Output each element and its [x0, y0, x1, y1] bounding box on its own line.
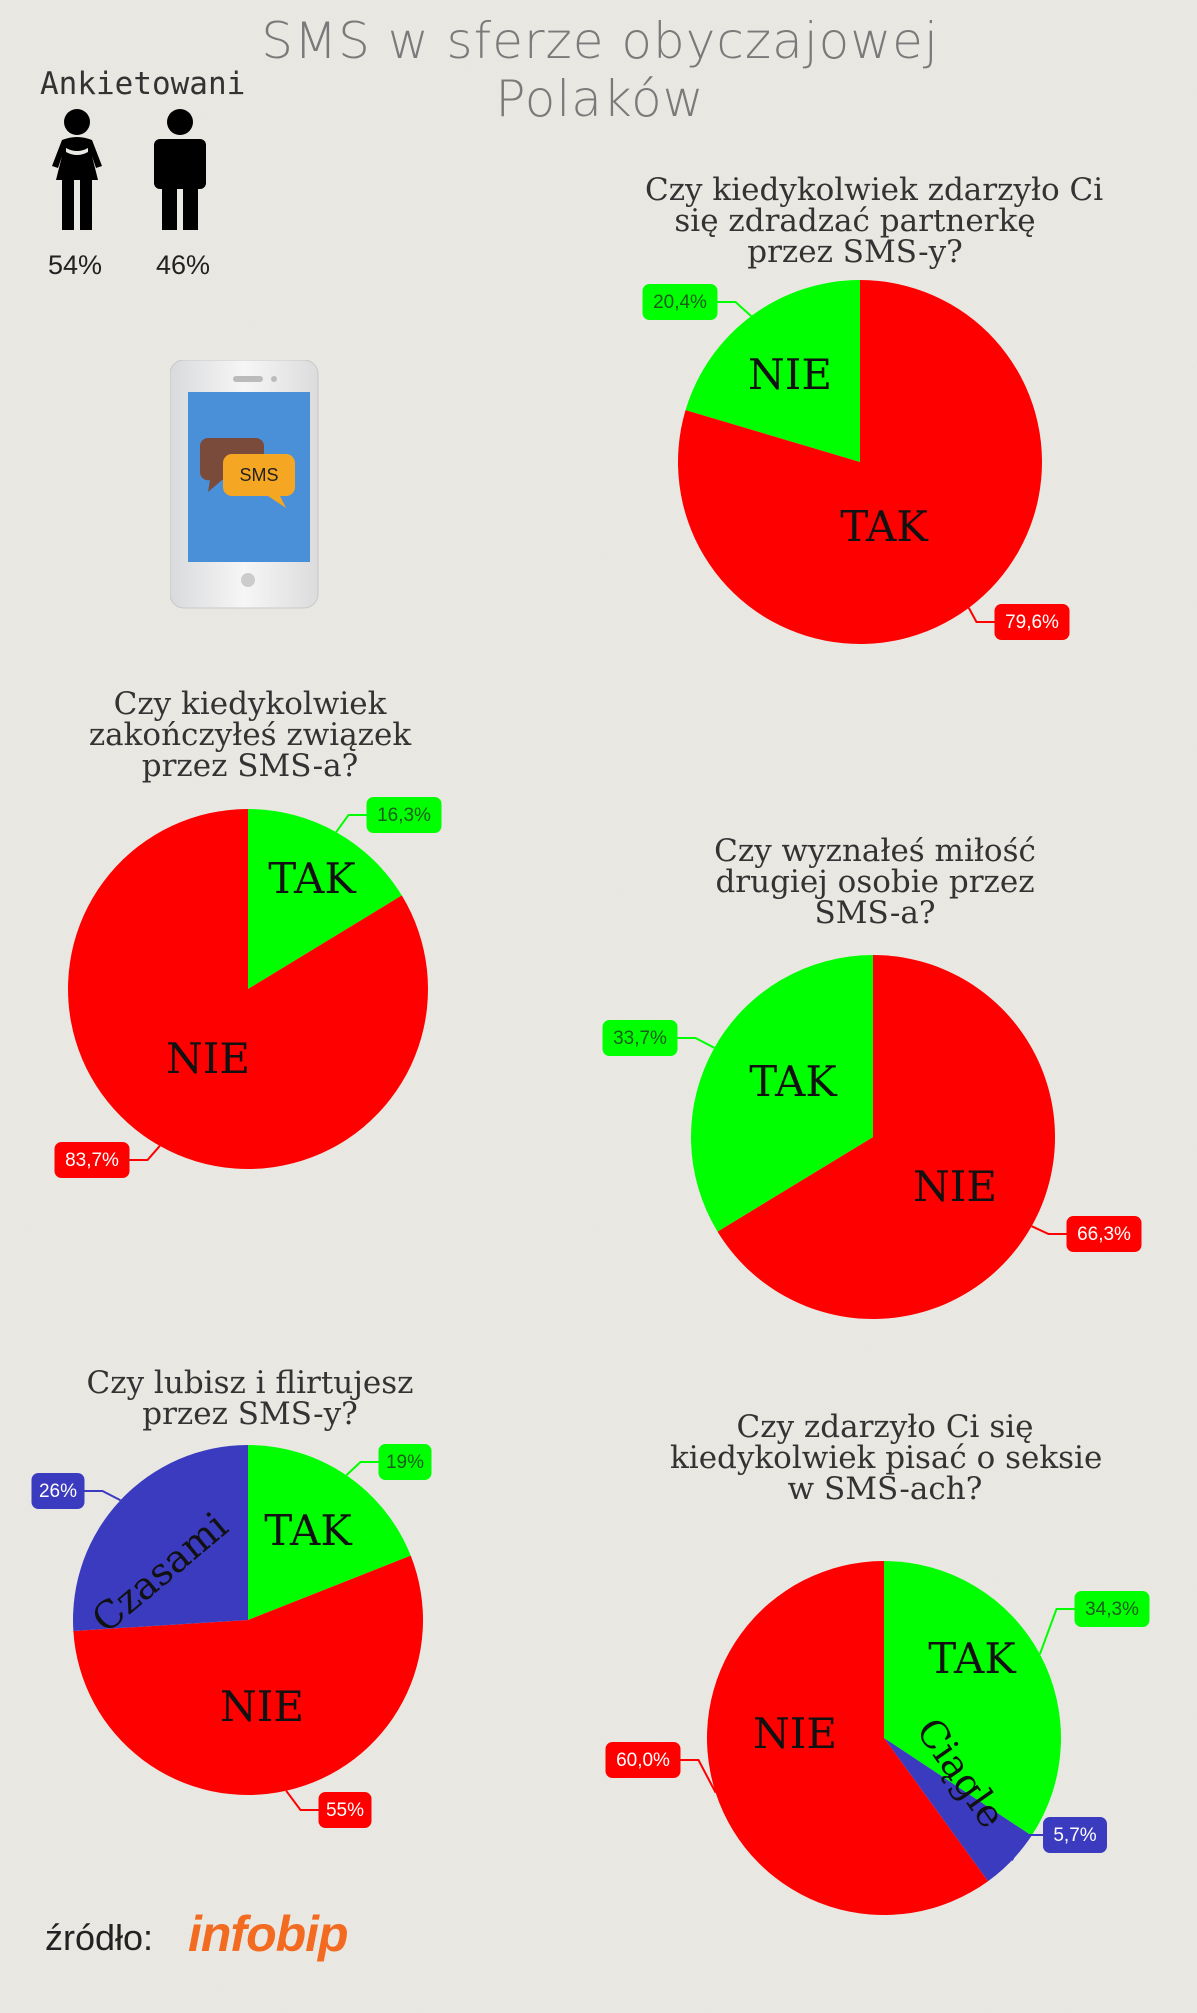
source-label: źródło:	[45, 1917, 154, 1958]
infobip-logo: infobip	[188, 1906, 349, 1962]
title-line-1: SMS w sferze obyczajowej	[261, 12, 939, 70]
chart-5-question: Czy zdarzyło Ci się kiedykolwiek pisać o…	[670, 1409, 1103, 1507]
male-percent: 46%	[156, 250, 211, 280]
title-line-2: Polaków	[495, 70, 705, 128]
phone-sms-illustration: SMS	[170, 360, 319, 609]
female-icon	[52, 109, 102, 230]
chart-2-question: Czy kiedykolwiek zakończyłeś związek prz…	[88, 686, 412, 784]
page-title: SMS w sferze obyczajowej Polaków	[160, 12, 1040, 128]
chart-3-question: Czy wyznałeś miłość drugiej osobie przez…	[714, 833, 1036, 931]
chart-4-question: Czy lubisz i flirtujesz przez SMS-y?	[86, 1365, 414, 1432]
respondents-label: Ankietowani	[40, 66, 246, 102]
chart-1-question: Czy kiedykolwiek zdarzyło Ci się zdradza…	[645, 172, 1104, 270]
female-percent: 54%	[48, 250, 103, 280]
male-icon	[154, 109, 206, 230]
sms-bubble-text: SMS	[239, 465, 278, 485]
